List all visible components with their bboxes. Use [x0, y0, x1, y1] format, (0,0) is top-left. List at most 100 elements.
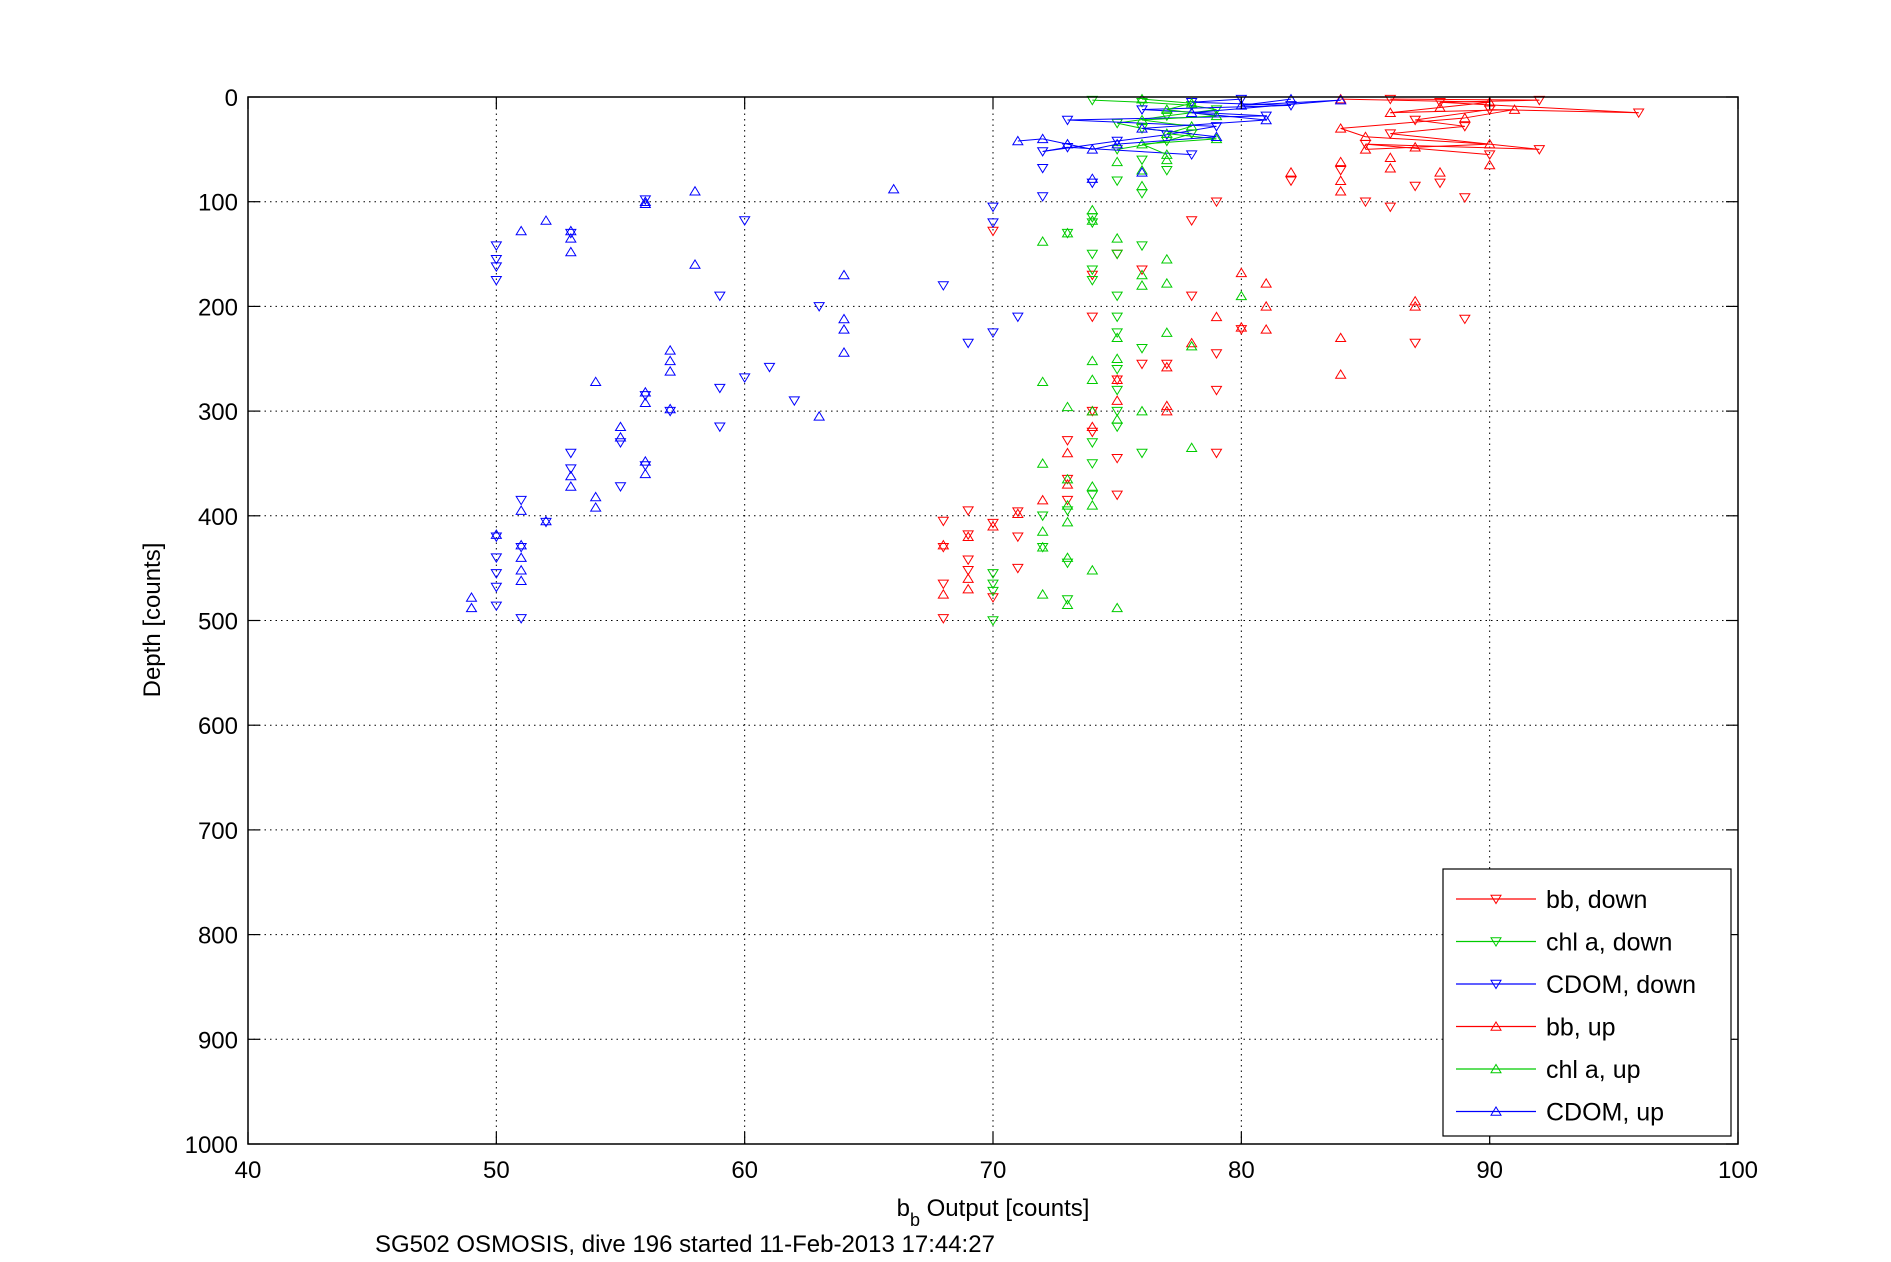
- data-point: [1136, 122, 1148, 133]
- data-point: [1111, 353, 1124, 363]
- x-tick-label: 100: [1718, 1157, 1758, 1184]
- data-point: [1384, 129, 1397, 140]
- data-point: [1086, 481, 1099, 491]
- data-point: [713, 383, 726, 394]
- data-point: [838, 347, 850, 357]
- legend-item: bb, down: [1456, 886, 1647, 914]
- data-point: [1111, 136, 1124, 147]
- data-point: [1086, 374, 1099, 384]
- data-point: [887, 183, 900, 194]
- data-point: [1111, 156, 1124, 167]
- data-point: [1036, 376, 1049, 387]
- data-point: [838, 313, 850, 324]
- data-point: [1136, 105, 1148, 116]
- data-point: [1235, 325, 1248, 335]
- data-point: [614, 482, 627, 492]
- series-line-segment: [1141, 98, 1192, 104]
- series-cdom-up: [465, 93, 1347, 613]
- series-line-segment: [1092, 99, 1143, 103]
- data-point: [614, 438, 627, 448]
- data-point: [1632, 108, 1645, 119]
- data-point: [490, 529, 503, 539]
- data-point: [962, 565, 975, 576]
- data-point: [1334, 368, 1347, 379]
- series-line-segment: [1390, 98, 1540, 101]
- data-point: [813, 410, 826, 421]
- data-point: [1061, 516, 1074, 527]
- data-point: [1434, 97, 1446, 108]
- y-tick-label: 500: [198, 609, 238, 636]
- data-point: [1111, 232, 1124, 243]
- data-point: [1458, 314, 1471, 325]
- data-point: [1483, 159, 1496, 170]
- data-point: [962, 338, 975, 349]
- data-point: [987, 569, 999, 579]
- data-point: [1409, 141, 1422, 152]
- series-line-segment: [1117, 115, 1167, 124]
- data-point: [1011, 135, 1024, 146]
- legend-item: chl a, down: [1456, 929, 1672, 957]
- series-line-segment: [1390, 109, 1515, 114]
- data-point: [1036, 526, 1049, 536]
- data-point: [540, 517, 552, 528]
- data-point: [987, 226, 999, 237]
- y-tick-label: 300: [198, 399, 238, 426]
- data-point: [1061, 436, 1074, 446]
- data-point: [1210, 122, 1223, 132]
- legend-label: bb, up: [1546, 1014, 1616, 1042]
- data-point: [1409, 300, 1422, 311]
- data-point: [1061, 506, 1074, 517]
- data-point: [1210, 349, 1223, 359]
- data-point: [1334, 166, 1347, 176]
- data-point: [1136, 93, 1148, 104]
- data-point: [1086, 275, 1099, 286]
- data-point: [1285, 93, 1297, 104]
- data-point: [1111, 490, 1124, 501]
- data-point: [639, 461, 652, 472]
- data-point: [515, 539, 528, 550]
- data-point: [1458, 193, 1471, 203]
- data-point: [1036, 236, 1049, 246]
- data-point: [664, 344, 677, 355]
- data-point: [1359, 197, 1372, 208]
- series-line-segment: [1415, 119, 1465, 127]
- data-point: [1185, 442, 1198, 452]
- data-point: [987, 520, 999, 531]
- data-point: [1160, 327, 1173, 337]
- grid-lines: [248, 97, 1738, 1144]
- data-point: [1235, 267, 1248, 278]
- series-line-segment: [1017, 138, 1043, 142]
- data-point: [1235, 94, 1248, 105]
- series-bb-down: [937, 94, 1645, 624]
- data-point: [1086, 218, 1099, 229]
- data-point: [1160, 405, 1173, 416]
- data-point: [1111, 406, 1124, 417]
- legend-item: CDOM, down: [1456, 971, 1696, 999]
- data-point: [639, 468, 652, 479]
- data-point: [589, 501, 602, 512]
- data-point: [1111, 249, 1124, 260]
- legend-label: bb, down: [1546, 886, 1647, 914]
- data-point: [1111, 332, 1124, 343]
- series-line-segment: [1390, 125, 1465, 135]
- data-series: [465, 93, 1645, 626]
- data-point: [1086, 405, 1099, 416]
- data-point: [664, 355, 677, 366]
- data-point: [1061, 495, 1074, 506]
- data-point: [1409, 181, 1422, 192]
- data-point: [1235, 290, 1248, 301]
- data-point: [1384, 94, 1397, 105]
- data-point: [1185, 340, 1198, 351]
- data-point: [1036, 163, 1049, 174]
- data-point: [639, 196, 652, 206]
- legend-label: chl a, up: [1546, 1056, 1641, 1084]
- data-point: [515, 564, 528, 575]
- data-point: [465, 592, 478, 602]
- series-line-segment: [1166, 133, 1217, 140]
- data-point: [1508, 104, 1521, 114]
- series-line-segment: [1067, 143, 1093, 150]
- data-point: [1061, 401, 1074, 412]
- data-point: [1160, 361, 1173, 372]
- data-point: [1334, 156, 1347, 167]
- data-point: [490, 255, 503, 265]
